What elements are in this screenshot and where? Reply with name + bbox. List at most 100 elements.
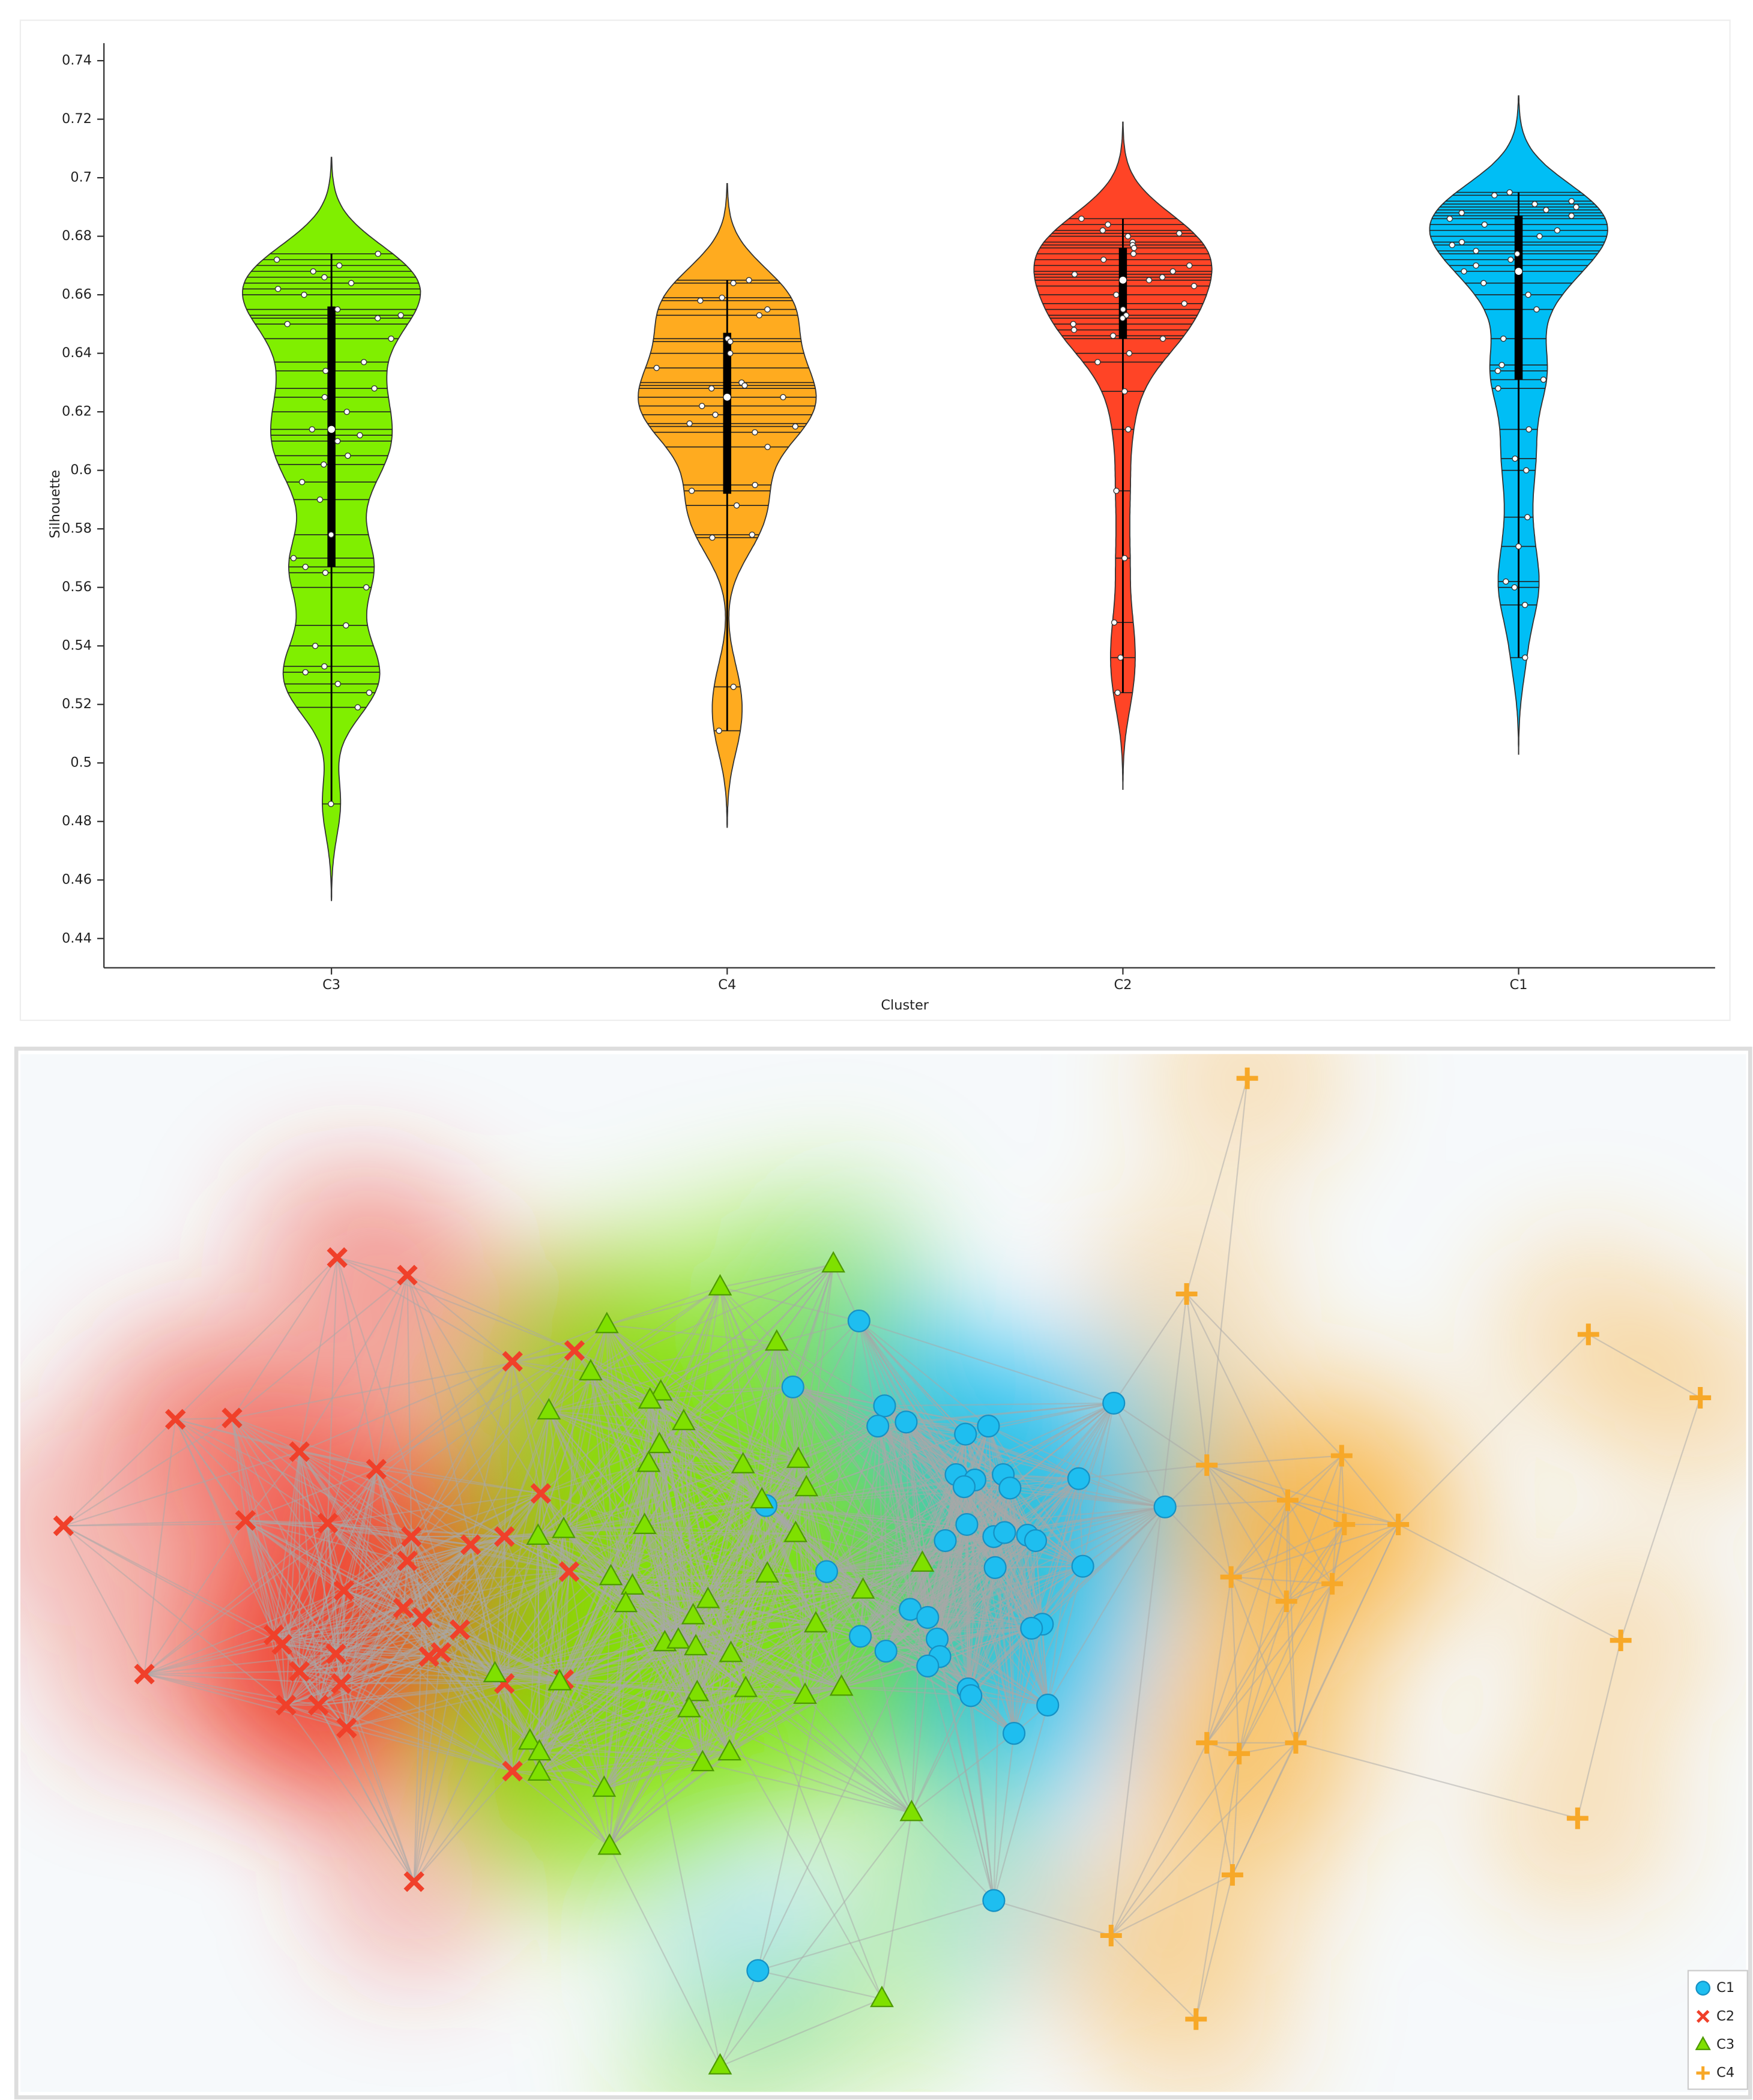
value-dot xyxy=(733,502,740,509)
y-tick-label: 0.48 xyxy=(62,813,92,829)
edge xyxy=(1296,1742,1578,1819)
point xyxy=(164,1409,186,1430)
point xyxy=(289,1441,310,1462)
point xyxy=(393,1598,414,1619)
point xyxy=(731,1452,755,1473)
edge xyxy=(245,1451,300,1521)
edge xyxy=(529,1682,561,1742)
edge xyxy=(606,1324,777,1343)
value-dot xyxy=(354,704,361,711)
edge xyxy=(1078,1478,1084,1566)
edge xyxy=(495,1673,730,1753)
iqr-box xyxy=(1118,248,1127,339)
point xyxy=(517,1728,542,1750)
point xyxy=(934,1529,957,1553)
point xyxy=(804,1611,828,1632)
edge xyxy=(298,1451,328,1524)
edge xyxy=(650,1263,834,1401)
value-dot xyxy=(1491,192,1498,199)
value-dot xyxy=(1473,247,1479,254)
edge xyxy=(1035,1478,1079,1541)
edge xyxy=(144,1673,286,1706)
point xyxy=(829,1674,854,1696)
edge xyxy=(970,1478,1079,1696)
edge xyxy=(1195,1874,1233,2020)
edge xyxy=(815,1623,913,1814)
edge xyxy=(1295,1583,1333,1743)
edge xyxy=(245,1520,430,1658)
value-dot xyxy=(764,444,771,450)
edge xyxy=(719,1287,763,1500)
value-dot xyxy=(730,684,737,690)
edge xyxy=(282,1629,460,1646)
edge xyxy=(659,1386,794,1446)
edge xyxy=(611,1576,863,1592)
value-dot xyxy=(321,461,327,468)
value-dot xyxy=(1078,215,1085,222)
region-blob xyxy=(1146,1054,1348,1180)
edge xyxy=(494,1529,564,1674)
edge xyxy=(826,1433,967,1572)
edge xyxy=(1332,1524,1399,1584)
edge xyxy=(1588,1334,1701,1398)
edge xyxy=(1206,1464,1232,1577)
edge xyxy=(537,1536,605,1789)
edge xyxy=(644,1499,762,1527)
value-dot xyxy=(1511,584,1518,591)
edge xyxy=(459,1629,513,1772)
edge xyxy=(299,1361,513,1452)
edge xyxy=(563,1400,651,1530)
point xyxy=(397,1550,418,1571)
value-dot xyxy=(302,564,309,570)
x-tick-label: C1 xyxy=(1510,977,1528,993)
edge xyxy=(719,1970,759,2067)
edge xyxy=(1113,1293,1187,1404)
edge xyxy=(299,1544,471,1672)
edge xyxy=(659,1444,807,1489)
point xyxy=(271,1634,292,1655)
edge xyxy=(144,1673,347,1729)
point xyxy=(1036,1693,1060,1717)
edge xyxy=(537,1400,651,1537)
edge xyxy=(1239,1524,1345,1754)
edge xyxy=(530,1708,690,1742)
point xyxy=(1285,1731,1307,1754)
point xyxy=(847,1309,870,1333)
edge xyxy=(1165,1499,1288,1508)
edge xyxy=(495,1673,746,1690)
edge xyxy=(927,1665,1048,1706)
edge xyxy=(993,1733,1015,1901)
edge xyxy=(678,1623,816,1641)
edge xyxy=(841,1686,971,1697)
value-dot xyxy=(1124,233,1131,239)
median xyxy=(1515,268,1522,275)
edge xyxy=(406,1560,442,1653)
edge xyxy=(574,1350,662,1393)
point xyxy=(982,1889,1006,1912)
edge xyxy=(858,1320,1011,1489)
edge xyxy=(343,1590,430,1658)
edge xyxy=(1010,1478,1079,1489)
value-dot xyxy=(1506,189,1513,196)
edge xyxy=(1231,1524,1345,1578)
edge xyxy=(274,1629,460,1636)
edge xyxy=(1206,1078,1248,1466)
value-dot xyxy=(1100,256,1107,263)
edge xyxy=(967,1478,1079,1689)
edge xyxy=(537,1463,650,1538)
edge xyxy=(696,1692,912,1814)
edge xyxy=(504,1536,565,1680)
point xyxy=(916,1605,940,1629)
points xyxy=(53,1067,1712,2075)
edge xyxy=(707,1599,842,1688)
value-dot xyxy=(273,256,280,263)
edge xyxy=(1206,1577,1232,1743)
edge xyxy=(795,1533,842,1688)
edge xyxy=(245,1468,377,1521)
edge xyxy=(494,1673,703,1764)
edge xyxy=(346,1727,513,1772)
edge xyxy=(720,1998,883,2067)
point xyxy=(1024,1529,1048,1553)
point xyxy=(786,1446,810,1468)
y-tick-label: 0.52 xyxy=(62,696,92,712)
